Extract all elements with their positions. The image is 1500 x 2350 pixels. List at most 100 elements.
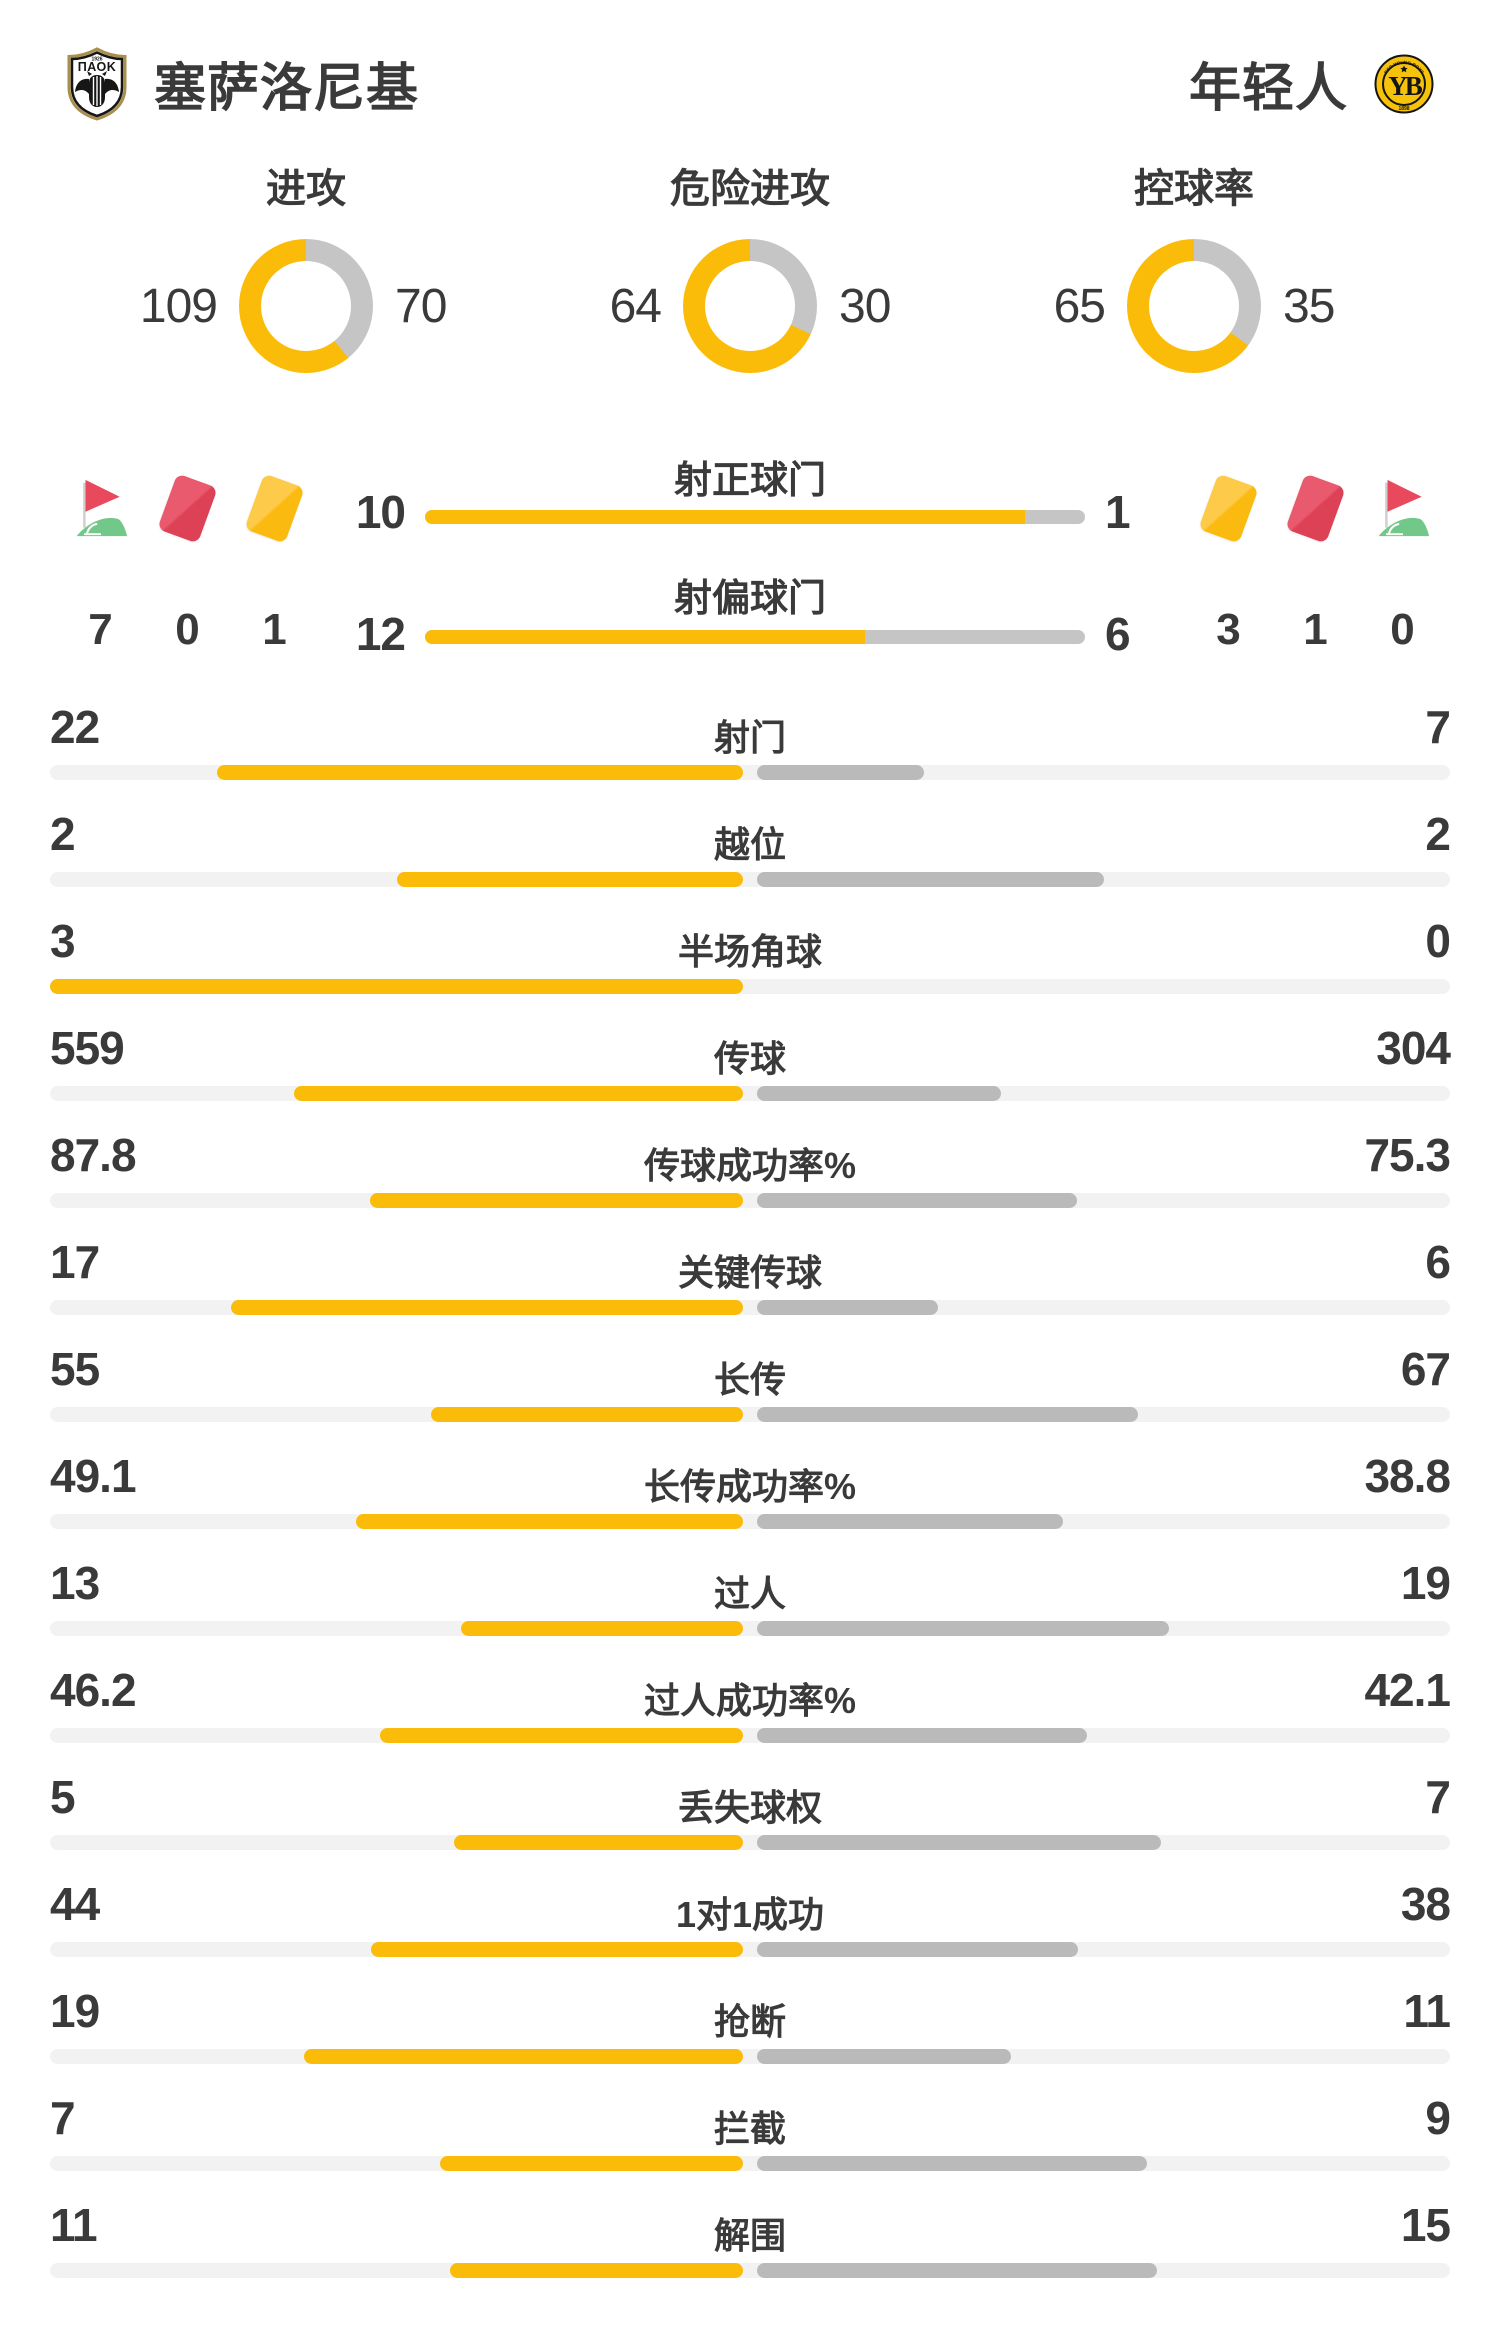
donut-charts-section: 进攻 109 70 危险进攻 64 30 控球率 65 35 — [0, 165, 1500, 373]
stat-row-5: 17 关键传球 6 — [0, 1224, 1500, 1331]
away-bar — [757, 1621, 1169, 1636]
stat-bar-track — [50, 1300, 1450, 1315]
stat-bar-track — [50, 2263, 1450, 2278]
away-value: 38.8 — [1364, 1450, 1451, 1502]
stat-row-1: 2 越位 2 — [0, 796, 1500, 903]
home-bar — [217, 765, 743, 780]
yb-monogram-text: YB — [1388, 71, 1422, 101]
shots-off-target-home-value: 12 — [355, 608, 406, 660]
home-value: 44 — [50, 1878, 100, 1930]
away-bar — [757, 1407, 1138, 1422]
home-bar — [50, 979, 743, 994]
donut-chart-2: 控球率 65 35 — [972, 165, 1416, 373]
paok-year-text: 1926 — [91, 56, 102, 62]
away-value: 6 — [1425, 1236, 1451, 1288]
stats-rows-section: 22 射门 7 2 越位 2 3 半场角球 0 559 传球 304 87.8 传球成功率% 75.3 17 关… — [0, 689, 1500, 2294]
stat-bar-track — [50, 979, 1450, 994]
shots-off-target-bar — [425, 630, 1085, 644]
stat-bar-track — [50, 1728, 1450, 1743]
stat-label: 抢断 — [713, 2001, 786, 2042]
away-value: 38 — [1400, 1878, 1451, 1930]
away-bar — [757, 1942, 1079, 1957]
away-bar — [757, 1728, 1088, 1743]
stat-bar-track — [50, 1086, 1450, 1101]
donut-away-value: 30 — [839, 279, 891, 333]
red-card-icon — [1284, 472, 1346, 544]
stat-row-0: 22 射门 7 — [0, 689, 1500, 796]
shots-off-target-home-bar — [425, 630, 866, 644]
home-value: 2 — [50, 808, 76, 860]
stat-label: 解围 — [713, 2215, 786, 2256]
away-team: 年轻人 BSC YOUNG BOYS 1898 YB — [1189, 46, 1434, 121]
stat-row-6: 55 长传 67 — [0, 1331, 1500, 1438]
shots-on-target-home-bar — [425, 510, 1025, 524]
match-header: 1926 ΠΑΟΚ 塞萨洛尼基 年轻人 BSC YOUNG BOYS 1898 — [0, 0, 1500, 121]
stat-label: 长传 — [713, 1359, 786, 1400]
shots-on-target-away-value: 1 — [1105, 486, 1131, 538]
home-value: 19 — [50, 1985, 100, 2037]
donut-title: 危险进攻 — [670, 167, 830, 211]
away-value: 15 — [1400, 2199, 1451, 2251]
stat-label: 关键传球 — [677, 1252, 822, 1293]
home-bar — [449, 2263, 743, 2278]
donut-body: 65 35 — [1007, 239, 1381, 373]
stat-row-9: 46.2 过人成功率% 42.1 — [0, 1652, 1500, 1759]
shots-off-target-title: 射偏球门 — [673, 578, 826, 620]
red-card-icon — [156, 472, 218, 544]
home-bar — [461, 1621, 743, 1636]
away-value: 11 — [1403, 1985, 1451, 2037]
stat-bar-track — [50, 872, 1450, 887]
away-corners-count: 0 — [1390, 605, 1414, 654]
donut-title: 进攻 — [266, 167, 346, 211]
away-bar — [757, 2263, 1157, 2278]
home-bar — [355, 1514, 743, 1529]
home-bar — [439, 2156, 743, 2171]
stat-row-11: 44 1对1成功 38 — [0, 1866, 1500, 1973]
home-bar — [294, 1086, 743, 1101]
stat-label: 射门 — [713, 717, 786, 758]
stat-label: 过人 — [713, 1573, 786, 1614]
away-bar — [757, 2049, 1012, 2064]
home-bar — [430, 1407, 743, 1422]
donut-ring — [1127, 239, 1261, 373]
stat-label: 长传成功率% — [643, 1466, 856, 1507]
away-events-icons — [1197, 472, 1432, 544]
corner-flag-icon — [70, 473, 130, 543]
home-value: 11 — [50, 2199, 98, 2251]
away-events-counts: 3 1 0 — [1198, 605, 1432, 655]
home-value: 22 — [50, 701, 100, 753]
away-bar — [757, 2156, 1147, 2171]
stat-row-14: 11 解围 15 — [0, 2187, 1500, 2294]
stat-label: 半场角球 — [677, 931, 822, 972]
home-value: 46.2 — [50, 1664, 137, 1716]
yb-year-text: 1898 — [1398, 106, 1409, 112]
home-bar — [371, 1942, 743, 1957]
away-value: 42.1 — [1364, 1664, 1451, 1716]
stat-label: 传球 — [713, 1038, 786, 1079]
stat-bar-track — [50, 1942, 1450, 1957]
away-bar — [757, 1193, 1077, 1208]
stat-label: 越位 — [713, 824, 786, 865]
away-value: 75.3 — [1364, 1129, 1451, 1181]
home-value: 13 — [50, 1557, 100, 1609]
home-bar — [396, 872, 743, 887]
away-team-name: 年轻人 — [1188, 60, 1348, 118]
stat-label: 过人成功率% — [643, 1680, 856, 1721]
donut-body: 64 30 — [563, 239, 937, 373]
donut-title: 控球率 — [1134, 167, 1254, 211]
stat-row-2: 3 半场角球 0 — [0, 903, 1500, 1010]
home-value: 5 — [50, 1771, 76, 1823]
home-corners-count: 7 — [88, 605, 112, 654]
home-value: 17 — [50, 1236, 100, 1288]
stat-label: 丢失球权 — [677, 1787, 822, 1828]
yellow-card-icon — [243, 472, 305, 544]
away-value: 0 — [1425, 915, 1451, 967]
home-bar — [454, 1835, 743, 1850]
stat-bar-track — [50, 1407, 1450, 1422]
donut-home-value: 65 — [1053, 279, 1106, 333]
donut-away-value: 70 — [395, 279, 447, 333]
home-value: 49.1 — [50, 1450, 137, 1502]
stat-bar-track — [50, 1514, 1450, 1529]
shots-on-target-title: 射正球门 — [673, 460, 826, 502]
donut-home-value: 64 — [609, 279, 662, 333]
